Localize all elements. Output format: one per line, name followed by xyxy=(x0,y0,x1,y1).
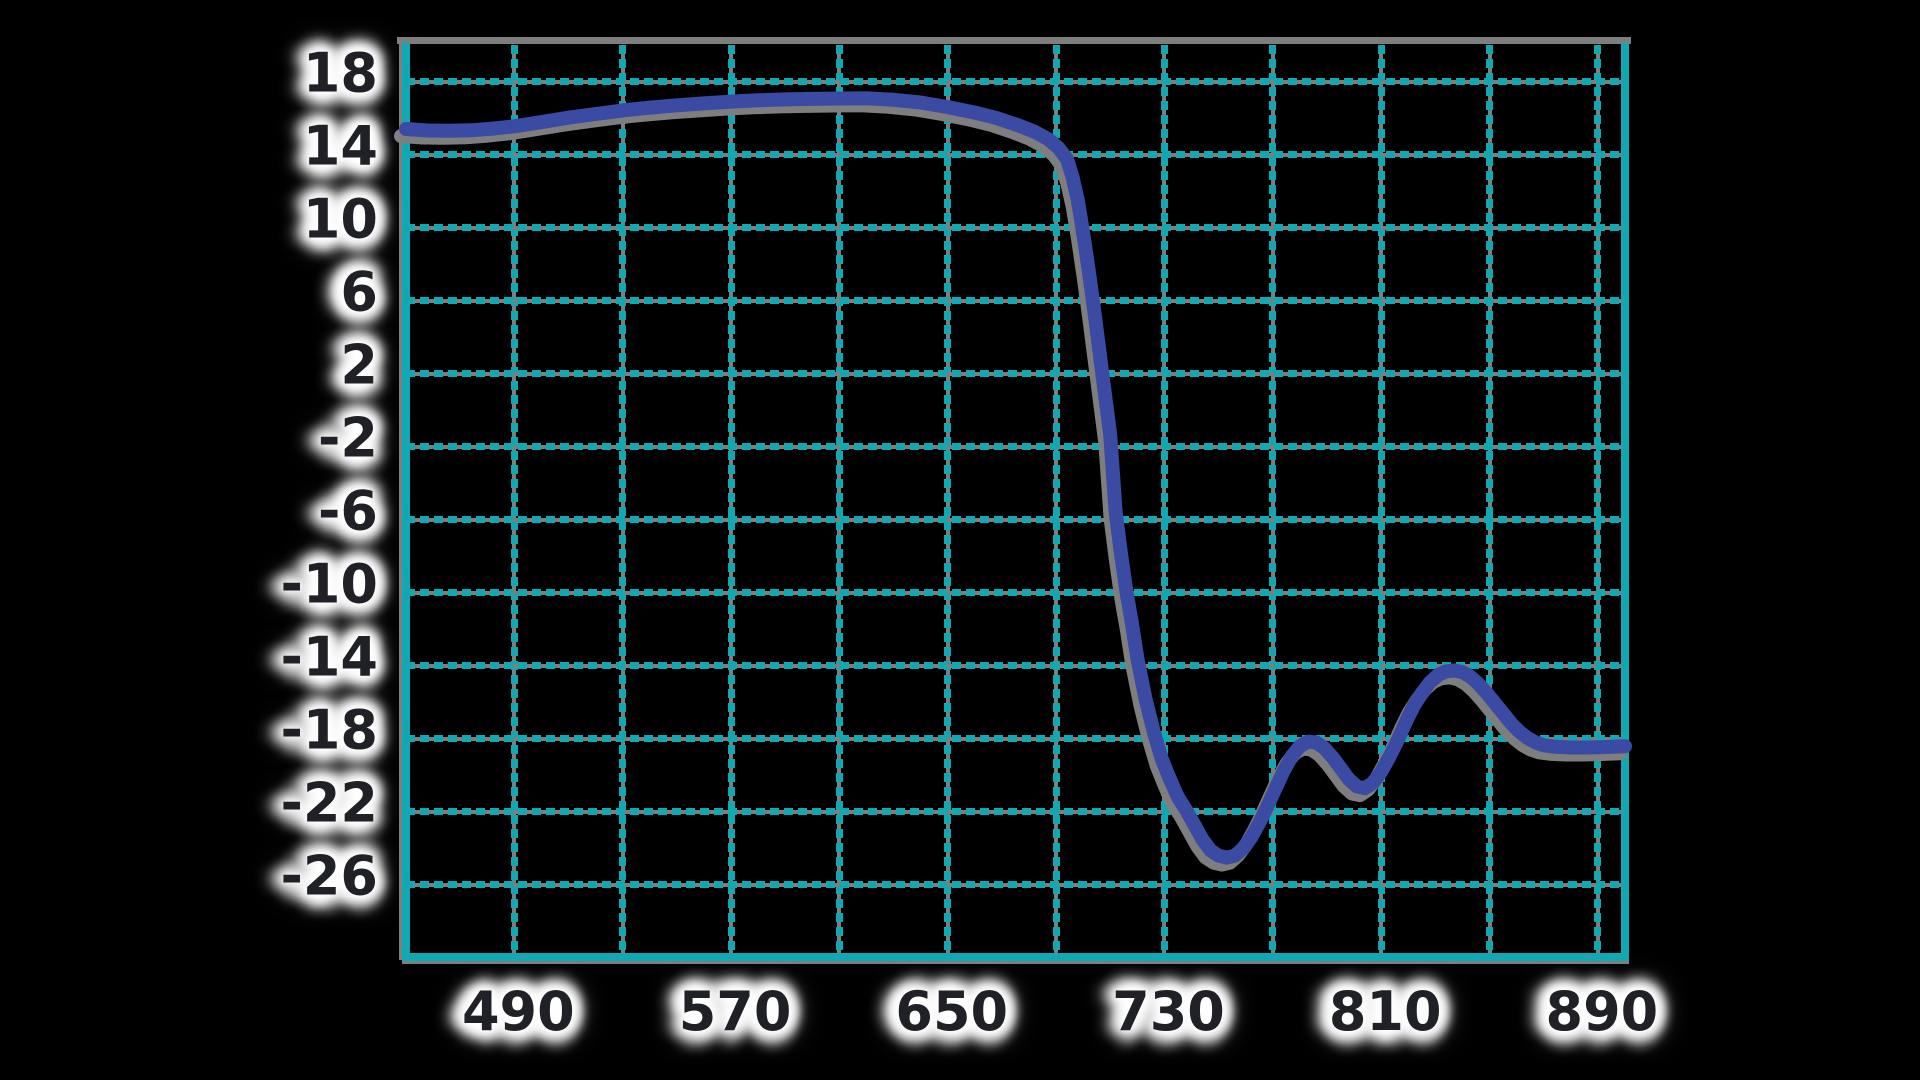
gridline-vertical xyxy=(1160,45,1168,958)
y-axis-tick-label: 10 xyxy=(302,187,378,251)
curve xyxy=(399,91,1632,865)
plot-area xyxy=(394,37,1632,961)
gridline-horizontal xyxy=(406,443,1625,451)
y-axis-tick-label: -14 xyxy=(280,625,378,689)
gridline-horizontal xyxy=(406,516,1625,524)
plot-border-left xyxy=(402,43,410,960)
y-axis-tick-label: 14 xyxy=(302,114,378,178)
y-axis-tick-label: 18 xyxy=(302,41,378,105)
y-axis-tick-label: -6 xyxy=(318,479,378,543)
gridline-vertical xyxy=(619,45,627,958)
gridline-horizontal xyxy=(406,78,1625,86)
gridline-horizontal xyxy=(406,151,1625,159)
plot-border-bottom xyxy=(402,953,1629,961)
y-axis-tick-label: -10 xyxy=(280,552,378,616)
x-axis-tick-label: 490 xyxy=(461,980,575,1043)
gridline-horizontal xyxy=(406,370,1625,378)
gridline-horizontal xyxy=(406,224,1625,232)
x-axis-tick-label: 890 xyxy=(1545,980,1659,1043)
plot-border-right xyxy=(1621,43,1629,960)
x-axis-tick-label: 810 xyxy=(1328,980,1442,1043)
gridline-vertical xyxy=(510,45,518,958)
x-axis-tick-label: 650 xyxy=(895,980,1009,1043)
gridline-horizontal xyxy=(406,589,1625,597)
gridline-horizontal xyxy=(406,735,1625,743)
x-axis-tick-label: 570 xyxy=(678,980,792,1043)
gridline-vertical xyxy=(727,45,735,958)
gridline-vertical xyxy=(1377,45,1385,958)
y-axis-tick-label: -26 xyxy=(280,844,378,908)
gridline-vertical xyxy=(1052,45,1060,958)
y-axis-tick-label: -22 xyxy=(280,771,378,835)
gridline-vertical xyxy=(1594,45,1602,958)
y-axis-tick-label: -18 xyxy=(280,698,378,762)
y-axis-tick-label: -2 xyxy=(318,406,378,470)
x-axis-tick-label: 730 xyxy=(1112,980,1225,1043)
gridline-horizontal xyxy=(406,881,1625,889)
curve-shadow xyxy=(394,98,1627,872)
gridline-vertical xyxy=(944,45,952,958)
gridline-horizontal xyxy=(406,297,1625,305)
gridline-vertical xyxy=(1486,45,1494,958)
y-axis-tick-label: 6 xyxy=(340,260,378,324)
gridline-vertical xyxy=(1269,45,1277,958)
gridline-horizontal xyxy=(406,662,1625,670)
gridline-horizontal xyxy=(406,808,1625,816)
plot-border-top xyxy=(397,37,1631,44)
curve-layer xyxy=(394,91,1632,872)
gridline-vertical xyxy=(835,45,843,958)
y-axis-tick-label: 2 xyxy=(340,333,378,397)
